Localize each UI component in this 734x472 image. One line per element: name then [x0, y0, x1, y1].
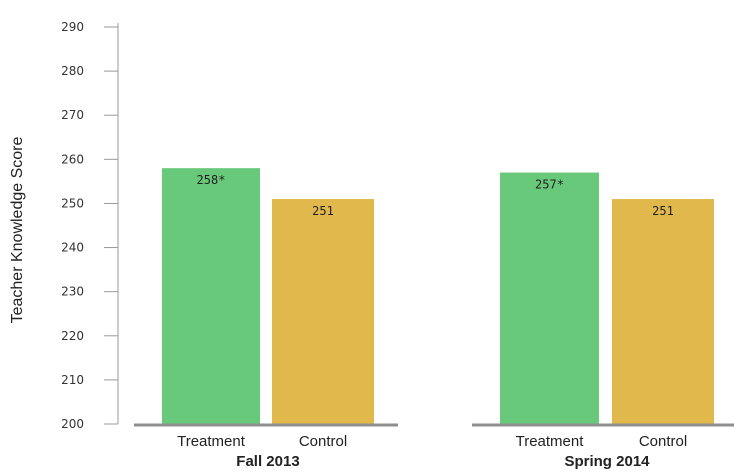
category-label: Treatment [177, 433, 246, 450]
group-label: Fall 2013 [236, 453, 299, 470]
y-tick-label: 200 [61, 417, 84, 431]
y-tick-label: 250 [61, 196, 84, 210]
bar-treatment [162, 168, 260, 424]
y-axis-label: Teacher Knowledge Score [9, 137, 26, 324]
y-tick-label: 230 [61, 285, 84, 299]
y-axis: 200 210 220 230 240 250 260 270 280 290 [61, 20, 119, 431]
bar-data-label: 258* [197, 173, 226, 187]
y-tick-label: 210 [61, 373, 84, 387]
bar-treatment [500, 172, 599, 424]
y-tick-label: 290 [61, 20, 84, 34]
bar-control [272, 199, 374, 424]
y-tick-label: 260 [61, 152, 84, 166]
bar-data-label: 251 [652, 204, 674, 218]
category-label: Treatment [516, 433, 585, 450]
bar-data-label: 257* [535, 178, 564, 192]
category-label: Control [639, 433, 687, 450]
bar-data-label: 251 [312, 204, 334, 218]
y-tick-label: 220 [61, 329, 84, 343]
group-label: Spring 2014 [564, 453, 650, 470]
category-label: Control [299, 433, 347, 450]
bar-group: 257* Treatment 251 Control Spring 2014 [472, 172, 734, 470]
y-tick-label: 280 [61, 64, 84, 78]
y-tick-label: 270 [61, 108, 84, 122]
y-tick-label: 240 [61, 241, 84, 255]
bar-control [612, 199, 714, 424]
